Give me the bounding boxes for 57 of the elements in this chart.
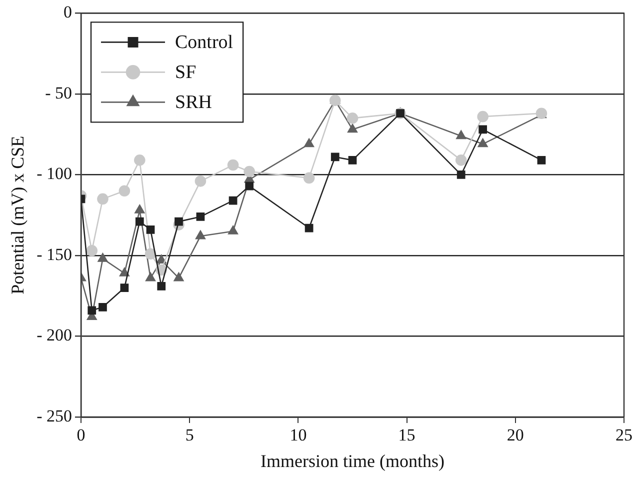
point xyxy=(455,154,467,166)
point xyxy=(537,156,546,164)
point xyxy=(98,253,108,262)
point xyxy=(135,217,144,226)
point xyxy=(348,156,357,164)
point xyxy=(478,125,488,134)
point xyxy=(477,110,488,122)
y-tick-label: - 250 xyxy=(36,406,72,426)
point xyxy=(456,130,466,140)
point xyxy=(228,226,238,234)
point xyxy=(478,138,488,148)
point xyxy=(146,225,155,234)
x-tick-label: 15 xyxy=(398,426,416,445)
point xyxy=(86,244,98,256)
x-axis-title: Immersion time (months) xyxy=(260,450,444,471)
y-tick-label: - 50 xyxy=(45,83,72,102)
point xyxy=(329,94,341,106)
point xyxy=(346,112,358,124)
point xyxy=(194,176,206,187)
point xyxy=(245,182,254,190)
x-tick-label: 5 xyxy=(185,426,194,445)
point xyxy=(98,302,107,312)
point xyxy=(174,272,184,282)
y-tick-label: 0 xyxy=(64,2,72,22)
point xyxy=(134,154,146,166)
x-tick-label: 20 xyxy=(506,426,524,445)
point xyxy=(227,159,239,171)
legend-label: SRH xyxy=(175,92,212,114)
point xyxy=(196,212,205,221)
point xyxy=(118,185,130,197)
point xyxy=(119,268,130,276)
y-tick-label: - 100 xyxy=(36,164,72,184)
point xyxy=(303,172,315,184)
point xyxy=(348,124,358,133)
point xyxy=(244,166,255,178)
y-axis-title: Potential (mV) x CSE xyxy=(8,136,28,294)
y-tick-label: - 150 xyxy=(36,244,72,264)
point xyxy=(330,152,340,162)
legend-label: Control xyxy=(175,32,234,54)
point xyxy=(134,204,145,214)
point xyxy=(228,196,238,205)
x-tick-label: 10 xyxy=(290,426,307,445)
point xyxy=(146,272,156,282)
point xyxy=(88,306,96,315)
point xyxy=(120,284,129,292)
point xyxy=(456,170,466,179)
y-tick-label: - 200 xyxy=(36,326,72,345)
point xyxy=(157,282,166,290)
x-tick-label: 25 xyxy=(616,426,632,445)
legend-label: SF xyxy=(175,62,196,84)
point xyxy=(304,138,314,148)
x-tick-label: 0 xyxy=(76,426,86,445)
point xyxy=(97,193,108,205)
point xyxy=(195,230,206,240)
point xyxy=(304,224,314,232)
point xyxy=(144,248,156,260)
point xyxy=(174,217,183,226)
